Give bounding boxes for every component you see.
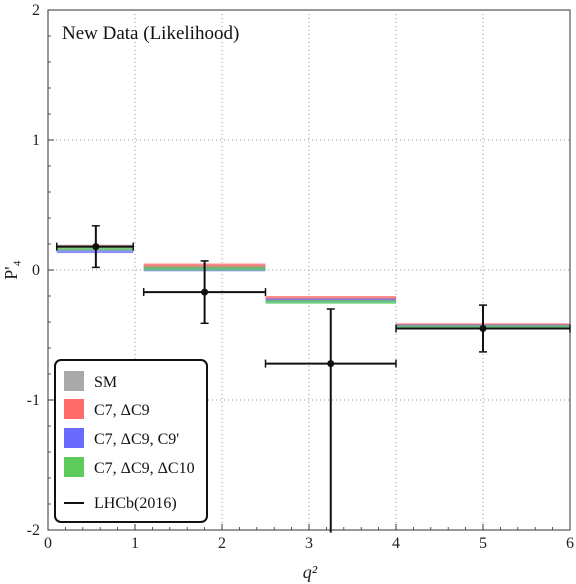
legend: SM C7, ΔC9 C7, ΔC9, C9' C7, ΔC9, ΔC10 LH… (54, 359, 208, 523)
x-tick-label: 5 (479, 535, 487, 552)
y-tick-label: 1 (32, 132, 40, 149)
y-tick-label: 2 (32, 2, 40, 19)
x-tick-label: 3 (305, 535, 313, 552)
legend-label-c7-dc9-dc10: C7, ΔC9, ΔC10 (94, 460, 195, 477)
legend-swatch-c7-dc9 (64, 399, 84, 419)
x-axis-label: q² (303, 562, 318, 582)
y-axis-label: P'₄ (1, 260, 21, 280)
axis-ticks: 0 1 2 3 4 5 6 -2 -1 0 1 2 (27, 2, 574, 552)
data-point (327, 360, 335, 368)
legend-label-sm: SM (94, 374, 117, 391)
y-tick-label: -1 (27, 392, 40, 409)
legend-label-c7-dc9: C7, ΔC9 (94, 402, 150, 419)
x-tick-label: 0 (44, 535, 52, 552)
y-tick-label: 0 (32, 262, 40, 279)
x-tick-label: 1 (131, 535, 139, 552)
band-3-2 (265, 299, 396, 304)
data-point (201, 288, 209, 296)
legend-swatch-c7-dc9-c9p (64, 428, 84, 448)
data-point (92, 243, 100, 251)
lhcb-data-points (55, 225, 571, 533)
x-tick-label: 2 (218, 535, 226, 552)
chart-title: New Data (Likelihood) (62, 23, 239, 44)
data-point (479, 325, 487, 332)
band-1-2 (265, 296, 396, 300)
legend-swatch-c7-dc9-dc10 (64, 457, 84, 477)
legend-label-c7-dc9-c9p: C7, ΔC9, C9' (94, 431, 179, 448)
legend-label-lhcb: LHCb(2016) (94, 495, 177, 512)
y-tick-label: -2 (27, 522, 40, 539)
legend-swatch-sm (64, 371, 84, 391)
x-tick-label: 6 (566, 535, 574, 552)
legend-frame (54, 359, 208, 523)
x-tick-label: 4 (392, 535, 400, 552)
